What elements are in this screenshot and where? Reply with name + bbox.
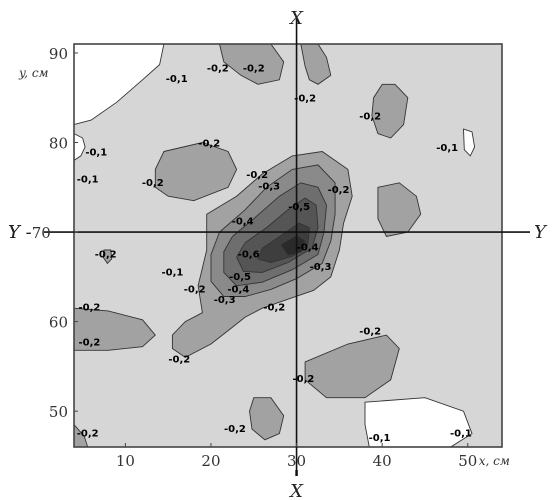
x-axis-label: x, см	[479, 454, 510, 468]
y-tick-label-50: 50	[49, 403, 68, 421]
contour-label-18: -0,3	[310, 262, 332, 273]
y-tick-label-70: Y -70	[8, 222, 51, 243]
plot-frame	[73, 43, 503, 448]
contour-label-1: -0,2	[207, 63, 229, 74]
contour-label-27: -0,2	[78, 337, 100, 348]
contour-label-16: -0,6	[238, 250, 260, 261]
contour-region-2	[463, 128, 476, 157]
contour-label-14: -0,4	[232, 216, 254, 227]
contour-labels: -0,1-0,2 -0,2-0,2-0,2-0,1-0,2 -0,1-0,1 -0,2…	[77, 63, 472, 444]
contour-region-0	[73, 43, 165, 126]
contour-region-1	[364, 397, 473, 448]
contour-label-10: -0,2	[246, 170, 268, 181]
contour-label-31: -0,2	[224, 424, 246, 435]
contour-label-33: -0,1	[450, 429, 472, 440]
contour-region-17	[236, 197, 319, 273]
contour-label-5: -0,1	[85, 147, 107, 158]
contour-label-2: -0,2	[243, 63, 265, 74]
x-tick-label-20: 20	[201, 452, 220, 470]
x-tick-label-40: 40	[373, 452, 392, 470]
contour-label-7: -0,1	[436, 143, 458, 154]
contour-label-21: -0,2	[184, 284, 206, 295]
contour-label-23: -0,3	[214, 295, 236, 306]
cross-label-y-left: Y	[8, 222, 22, 243]
cross-lines: X X Y Y	[8, 8, 548, 500]
contour-region-4	[218, 43, 285, 85]
x-tick-label-10: 10	[116, 452, 135, 470]
plot-border	[73, 43, 503, 448]
y-line-prefix: Y -	[8, 222, 32, 243]
x-tick-label-30: 30	[287, 452, 306, 470]
contour-region-6	[371, 83, 409, 139]
contour-label-9: -0,2	[142, 178, 164, 189]
contour-label-6: -0,2	[198, 139, 220, 150]
cross-label-x-bottom: X	[288, 481, 304, 500]
cross-label-x-top: X	[288, 8, 304, 29]
contour-label-4: -0,2	[359, 112, 381, 123]
contour-regions	[73, 43, 502, 448]
contour-label-28: -0,2	[168, 354, 190, 365]
contour-label-24: -0,2	[78, 302, 100, 313]
y-tick-value-70: 70	[32, 224, 51, 242]
contour-label-32: -0,1	[369, 433, 391, 444]
contour-region-11	[304, 334, 400, 399]
cross-label-y-right: Y	[534, 222, 548, 243]
contour-label-29: -0,2	[292, 374, 314, 385]
contour-region-12	[249, 397, 285, 441]
contour-region-5	[300, 43, 332, 85]
contour-region-10	[73, 307, 156, 351]
y-axis-label: y, см	[18, 66, 49, 80]
contour-label-0: -0,1	[166, 74, 188, 85]
contour-region-14	[102, 249, 113, 265]
contour-label-30: -0,2	[77, 429, 99, 440]
contour-label-17: -0,4	[297, 242, 319, 253]
y-tick-label-60: 60	[49, 314, 68, 332]
contour-label-19: -0,1	[162, 267, 184, 278]
contour-region-7	[154, 142, 238, 202]
contour-label-22: -0,4	[227, 284, 249, 295]
contour-region-19	[280, 235, 306, 256]
x-tick-label-50: 50	[458, 452, 477, 470]
contour-region-8	[377, 182, 422, 238]
y-tick-label-90: 90	[49, 45, 68, 63]
contour-label-3: -0,2	[294, 94, 316, 105]
contour-label-12: -0,2	[328, 185, 350, 196]
contour-label-15: -0,2	[95, 250, 117, 261]
contour-label-26: -0,2	[359, 327, 381, 338]
contour-label-13: -0,5	[288, 202, 310, 213]
contour-label-11: -0,3	[258, 181, 280, 192]
contour-label-25: -0,2	[263, 302, 285, 313]
contour-label-20: -0,5	[229, 272, 251, 283]
y-tick-label-80: 80	[49, 135, 68, 153]
contour-label-8: -0,1	[77, 174, 99, 185]
